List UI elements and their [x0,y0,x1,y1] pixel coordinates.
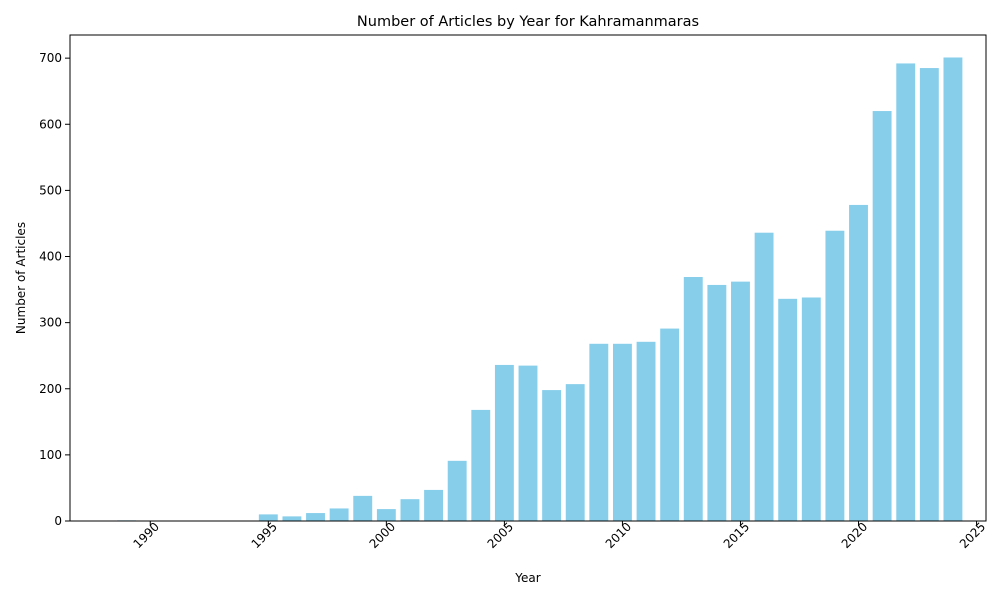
bar-2022 [896,63,916,522]
plot-frame [69,34,987,522]
bar-1999 [353,495,373,521]
x-tick-label: 2025 [957,520,988,551]
bar-2017 [778,298,798,521]
x-tick-label: 2010 [603,520,634,551]
x-tick-label: 2000 [367,520,398,551]
y-tick-label: 300 [39,316,62,330]
bar-2019 [825,230,845,521]
bar-2012 [660,328,680,521]
bar-2011 [636,341,656,521]
x-axis-label: Year [514,571,540,585]
bar-2009 [589,343,609,521]
bar-2024 [943,57,963,522]
bar-2021 [872,111,892,521]
chart-title: Number of Articles by Year for Kahramanm… [357,14,699,30]
bar-2020 [849,204,868,521]
x-axis: 1990 1995 2000 2005 2010 2015 2020 2025 [131,520,989,551]
y-axis: 0 100 200 300 400 500 600 700 [39,51,70,528]
bar-2006 [518,365,538,521]
x-tick-label: 2005 [485,520,516,551]
bar-2016 [754,232,774,521]
y-tick-label: 700 [39,51,62,65]
bars-group [117,57,963,522]
bar-2008 [565,384,585,521]
bar-2014 [707,284,727,521]
bar-2003 [447,460,467,521]
x-tick-label: 1995 [249,520,280,551]
bar-2007 [542,390,562,521]
x-tick-label: 2015 [721,520,752,551]
bar-2002 [424,489,444,521]
bar-2018 [801,297,821,521]
x-tick-label: 1990 [131,520,162,551]
bar-2013 [683,277,703,521]
x-tick-label: 2020 [839,520,870,551]
bar-2004 [471,409,491,521]
bar-2015 [731,281,750,521]
bar-1995 [258,514,278,521]
bar-2023 [919,68,939,522]
bar-2001 [400,499,420,521]
bar-2010 [612,343,632,521]
y-tick-label: 0 [54,514,62,528]
bar-2005 [494,364,514,521]
y-tick-label: 400 [39,250,62,264]
bar-2000 [376,509,396,521]
y-tick-label: 200 [39,382,62,396]
bar-1997 [306,513,325,521]
bar-1998 [329,508,349,521]
y-tick-label: 100 [39,448,62,462]
y-tick-label: 500 [39,183,62,197]
bar-1996 [282,516,302,521]
y-axis-label: Number of Articles [14,222,28,334]
y-tick-label: 600 [39,117,62,131]
